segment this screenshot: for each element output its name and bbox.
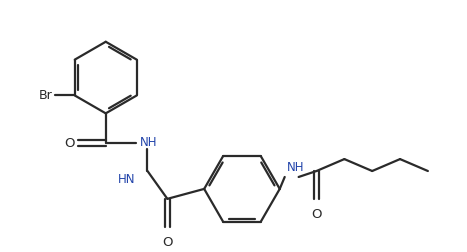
Text: Br: Br [39, 89, 53, 102]
Text: O: O [162, 236, 173, 249]
Text: O: O [65, 137, 75, 150]
Text: NH: NH [287, 161, 304, 174]
Text: O: O [311, 208, 322, 221]
Text: NH: NH [140, 136, 157, 149]
Text: HN: HN [118, 173, 135, 186]
